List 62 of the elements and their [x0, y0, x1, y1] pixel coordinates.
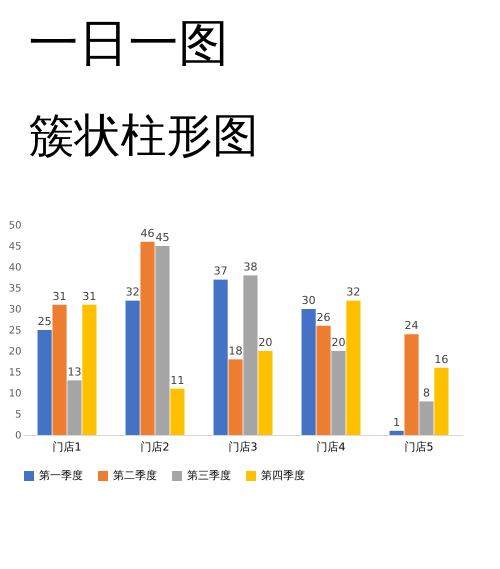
data-label: 11	[170, 374, 184, 387]
data-label: 37	[214, 264, 228, 278]
x-tick-label: 门店1	[52, 440, 82, 454]
bar	[316, 326, 331, 435]
bar	[155, 246, 170, 435]
data-label: 45	[155, 231, 170, 244]
y-tick-label: 45	[8, 242, 22, 252]
y-tick-label: 20	[8, 346, 22, 358]
data-label: 32	[346, 286, 360, 299]
y-tick-label: 15	[8, 368, 22, 378]
data-label: 26	[316, 310, 331, 324]
y-tick-label: 30	[8, 304, 22, 316]
data-label: 13	[67, 365, 82, 378]
data-label: 30	[302, 294, 316, 307]
y-tick-label: 35	[8, 284, 22, 294]
chart-title: 一日一图	[28, 14, 228, 72]
x-tick-label: 门店5	[404, 440, 434, 454]
data-label: 20	[331, 336, 346, 349]
data-label: 24	[404, 319, 419, 332]
bar	[214, 280, 228, 435]
bar	[140, 242, 155, 435]
bar	[126, 300, 140, 435]
data-label: 25	[38, 315, 52, 328]
bar	[346, 300, 360, 435]
y-tick-label: 50	[8, 220, 22, 232]
data-label: 32	[126, 286, 140, 299]
bar	[228, 359, 243, 435]
bar	[52, 304, 67, 435]
bar	[331, 351, 346, 435]
bar	[82, 304, 96, 435]
legend-label: 第二季度	[113, 469, 157, 482]
x-tick-label: 门店4	[316, 440, 346, 454]
x-tick-label: 门店3	[228, 440, 258, 454]
y-tick-label: 5	[15, 410, 22, 420]
bar	[38, 330, 52, 435]
bar	[302, 309, 316, 435]
bar	[67, 380, 82, 435]
chart-subtitle: 簇状柱形图	[28, 108, 258, 162]
data-label: 31	[82, 290, 96, 303]
data-label: 1	[393, 416, 400, 429]
legend-label: 第四季度	[261, 469, 305, 482]
data-label: 18	[228, 344, 243, 358]
bar	[258, 351, 272, 435]
y-tick-label: 0	[15, 430, 22, 442]
y-tick-label: 10	[8, 388, 22, 400]
x-tick-label: 门店2	[140, 440, 170, 454]
legend-label: 第三季度	[187, 469, 231, 482]
bar	[434, 368, 448, 435]
data-label: 46	[140, 226, 155, 240]
data-label: 20	[258, 336, 272, 349]
bar	[390, 430, 404, 435]
legend-label: 第一季度	[39, 469, 83, 482]
data-label: 31	[52, 290, 67, 303]
y-tick-label: 25	[8, 326, 22, 336]
bar	[404, 334, 419, 435]
bar	[243, 275, 258, 435]
y-tick-label: 40	[8, 262, 22, 274]
data-label: 16	[434, 352, 448, 366]
data-label: 8	[422, 386, 430, 400]
bar	[419, 401, 434, 435]
data-label: 38	[243, 260, 258, 274]
bar	[170, 388, 184, 435]
